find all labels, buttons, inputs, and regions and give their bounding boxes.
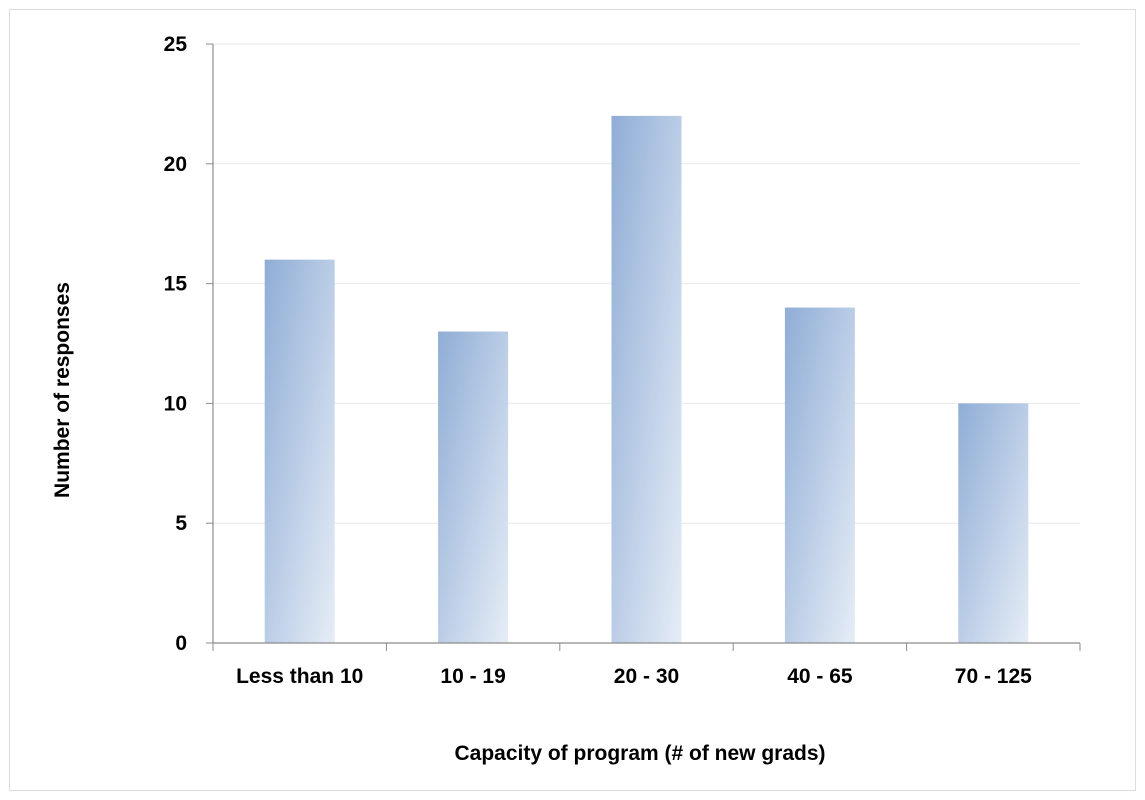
bars — [264, 115, 1029, 643]
x-tick-label: 70 - 125 — [955, 665, 1032, 688]
bar — [611, 115, 682, 643]
y-tick-label: 0 — [175, 632, 187, 655]
axes — [206, 43, 1081, 651]
x-tick-label: 40 - 65 — [787, 665, 853, 688]
chart-frame — [9, 9, 1136, 791]
x-tick-label: 20 - 30 — [614, 665, 679, 688]
tick-labels: 0 5 10 15 20 25 Less than 10 10 - 19 20 - 30 40 -… — [164, 33, 1033, 688]
y-tick-label: 25 — [164, 33, 188, 56]
bar — [438, 331, 509, 643]
y-tick-label: 5 — [175, 512, 187, 535]
y-axis-title: Number of responses — [51, 282, 74, 498]
bar — [958, 403, 1029, 643]
y-tick-label: 20 — [164, 153, 187, 176]
bar — [264, 259, 335, 643]
y-tick-label: 10 — [164, 392, 187, 415]
bar — [784, 307, 855, 643]
y-tick-label: 15 — [164, 273, 188, 296]
x-tick-label: 10 - 19 — [440, 665, 505, 688]
x-axis-title: Capacity of program (# of new grads) — [454, 742, 825, 765]
x-tick-label: Less than 10 — [236, 665, 363, 688]
